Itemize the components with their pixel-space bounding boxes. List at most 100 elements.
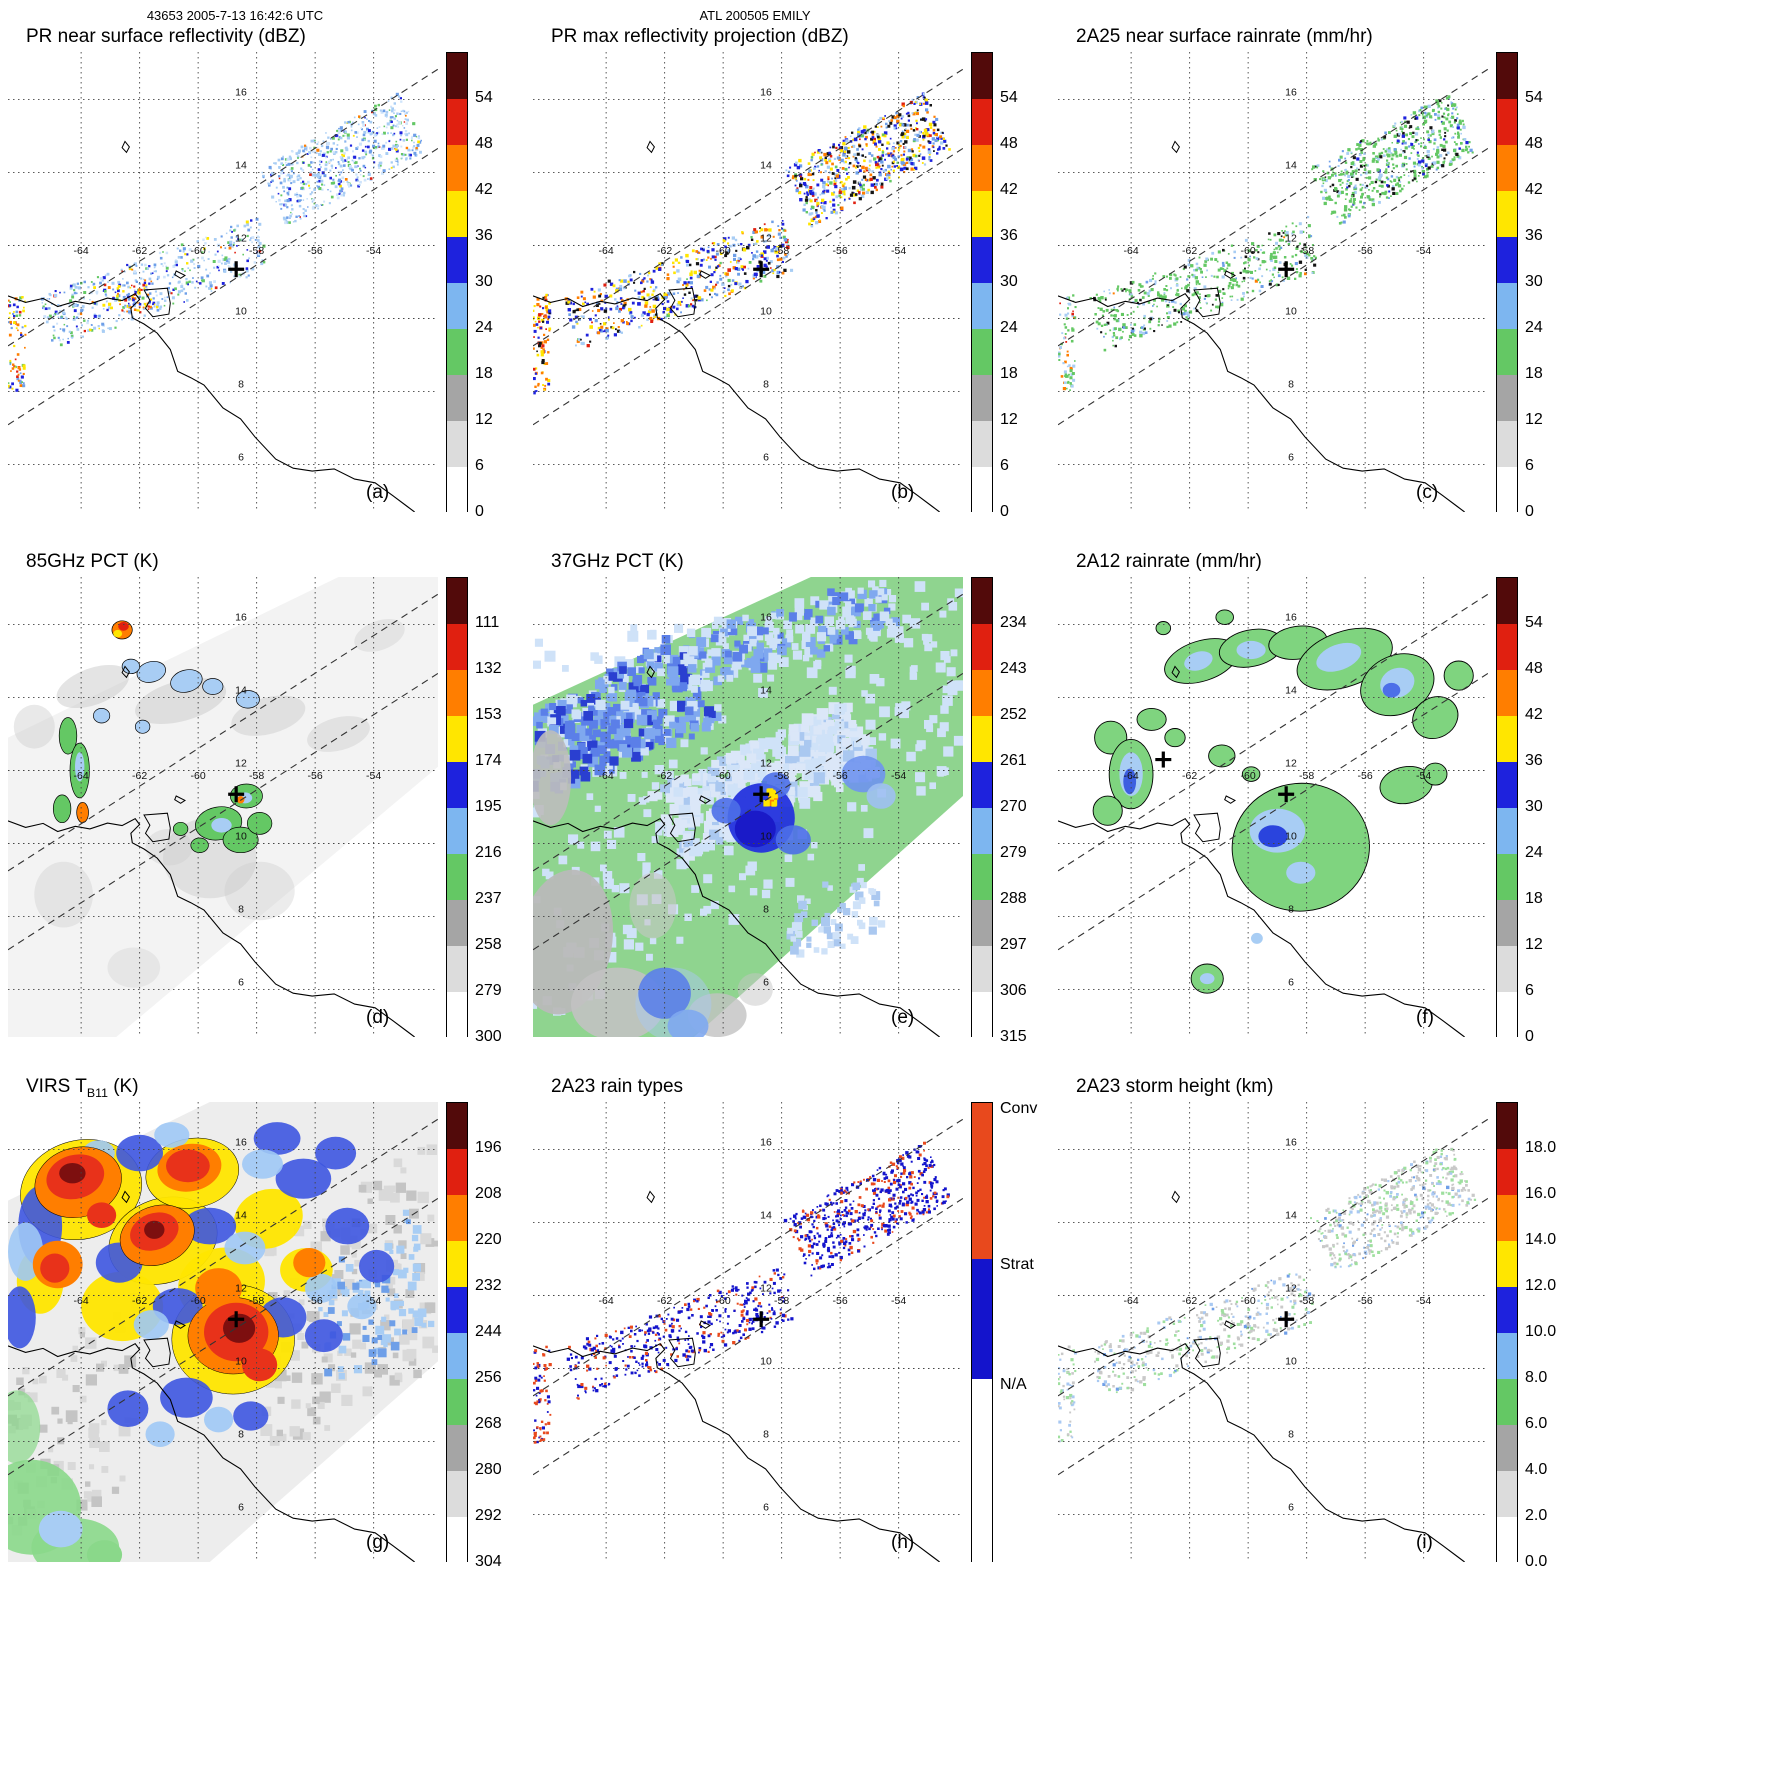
colorbar-segment [1497, 578, 1517, 624]
colorbar-label: 280 [475, 1461, 502, 1478]
colorbar-label: 304 [475, 1553, 502, 1570]
colorbar-label: 48 [1000, 135, 1018, 152]
coastline [1058, 140, 1465, 512]
colorbar-bar-a [446, 52, 468, 513]
panel-title-f: 2A12 rainrate (mm/hr) [1076, 551, 1262, 573]
colorbar-segment [972, 329, 992, 375]
swath-boundary-line [533, 1197, 963, 1476]
colorbar-label: 6 [1525, 457, 1534, 474]
colorbar-segment [447, 1149, 467, 1195]
colorbar-label: 36 [1525, 227, 1543, 244]
colorbar-label: 232 [475, 1277, 502, 1294]
panel-title-c: 2A25 near surface rainrate (mm/hr) [1076, 26, 1373, 48]
coastline [8, 140, 415, 512]
swath-boundary-line [1058, 1197, 1488, 1476]
lon-label: -60 [716, 770, 731, 782]
colorbar-segment [1497, 99, 1517, 145]
colorbar-segment [1497, 1471, 1517, 1517]
colorbar-segment [1497, 1517, 1517, 1563]
data-blob-f-9 [1316, 642, 1362, 672]
panel-d: 85GHz PCT (K) -64 -62 -60 -58 -56 -54 16 14 12 10 8… [0, 547, 525, 1072]
colorbar-bar-c [1496, 52, 1518, 513]
map-i: -64 -62 -60 -58 -56 -54 16 14 12 10 8 6 (i) [1058, 1102, 1488, 1562]
lon-label: -58 [1299, 245, 1314, 257]
colorbar-segment [972, 283, 992, 329]
lat-label: 14 [235, 684, 247, 696]
lat-label: 16 [1285, 611, 1297, 623]
colorbar-label: 252 [1000, 706, 1027, 723]
colorbar-bar-b [971, 52, 993, 513]
storm-center-marker [753, 261, 770, 278]
colorbar-label: 18 [1000, 365, 1018, 382]
lat-label: 10 [235, 306, 247, 318]
colorbar-label: 18 [1525, 890, 1543, 907]
lon-label: -60 [1241, 1295, 1256, 1307]
lon-label: -62 [132, 245, 147, 257]
panel-title-i: 2A23 storm height (km) [1076, 1076, 1273, 1098]
lon-label: -58 [774, 245, 789, 257]
colorbar-label: 132 [475, 660, 502, 677]
data-blob-g-38 [242, 1149, 283, 1179]
data-speckles-g-8 [318, 1209, 435, 1380]
colorbar-segment [972, 946, 992, 992]
map-e: -64 -62 -60 -58 -56 -54 16 14 12 10 8 6 (e) [533, 577, 963, 1037]
storm-center-marker [1278, 786, 1295, 803]
colorbar-bar-g [446, 1102, 468, 1563]
data-blob-g-7 [86, 1540, 123, 1562]
colorbar-label: 196 [475, 1139, 502, 1156]
swath-boundary-line [8, 593, 438, 872]
lon-label: -60 [1241, 770, 1256, 782]
panel-title-g: VIRS TB11 (K) [26, 1076, 139, 1100]
data-blob-d-1 [56, 664, 130, 709]
lat-label: 8 [238, 1429, 244, 1441]
colorbar-label: 54 [1000, 89, 1018, 106]
colorbar-label: 0 [475, 503, 484, 520]
colorbar-label: 256 [475, 1369, 502, 1386]
data-blob-g-30 [233, 1401, 269, 1431]
swath-boundary-lines [8, 1118, 438, 1476]
storm-center-marker [753, 1311, 770, 1328]
colorbar-segment [447, 578, 467, 624]
data-speckles-a-0 [261, 92, 422, 225]
swath-boundary-lines [1058, 68, 1488, 426]
graticule-labels: -64 -62 -60 -58 -56 -54 16 14 12 10 8 6 [1124, 1136, 1432, 1513]
colorbar-label: 4.0 [1525, 1461, 1548, 1478]
data-blob-d-16 [235, 690, 260, 709]
colorbar-segment [447, 1195, 467, 1241]
lon-label: -60 [191, 770, 206, 782]
data-blob-d-12 [136, 660, 166, 683]
lat-label: 10 [1285, 306, 1297, 318]
lat-label: 6 [238, 452, 244, 464]
colorbar-label: 258 [475, 936, 502, 953]
lat-label: 6 [238, 977, 244, 989]
colorbar-segment [972, 762, 992, 808]
lat-label: 10 [760, 831, 772, 843]
colorbar-segment [447, 808, 467, 854]
data-blob-f-13 [1382, 682, 1401, 698]
colorbar-segment [1497, 1103, 1517, 1149]
swath-boundary-line [1058, 68, 1488, 347]
colorbar-segment [447, 99, 467, 145]
data-blob-d-10 [354, 618, 405, 652]
data-speckles-a-1 [40, 217, 266, 347]
lat-label: 14 [760, 684, 772, 696]
colorbar-label: 6 [1000, 457, 1009, 474]
lat-label: 16 [1285, 1136, 1297, 1148]
data-blob-g-20 [152, 1288, 203, 1325]
colorbar-label: 30 [1000, 273, 1018, 290]
colorbar-label: N/A [1000, 1376, 1027, 1393]
colorbar-label: 54 [475, 89, 493, 106]
swath-boundary-line [1058, 1118, 1488, 1397]
colorbar-label: 0 [1525, 1028, 1534, 1045]
data-blob-g-58 [223, 1313, 256, 1343]
panel-title-part: PR max reflectivity projection (dBZ) [551, 26, 849, 47]
lat-label: 14 [235, 159, 247, 171]
coastline [1058, 1190, 1465, 1562]
data-blob-g-49 [293, 1248, 326, 1278]
lat-label: 16 [760, 86, 772, 98]
lon-label: -60 [1241, 245, 1256, 257]
panel-title-part: 37GHz PCT (K) [551, 551, 684, 572]
panel-title-part: 2A23 storm height (km) [1076, 1076, 1274, 1097]
colorbar-segment-conv [972, 1103, 992, 1260]
